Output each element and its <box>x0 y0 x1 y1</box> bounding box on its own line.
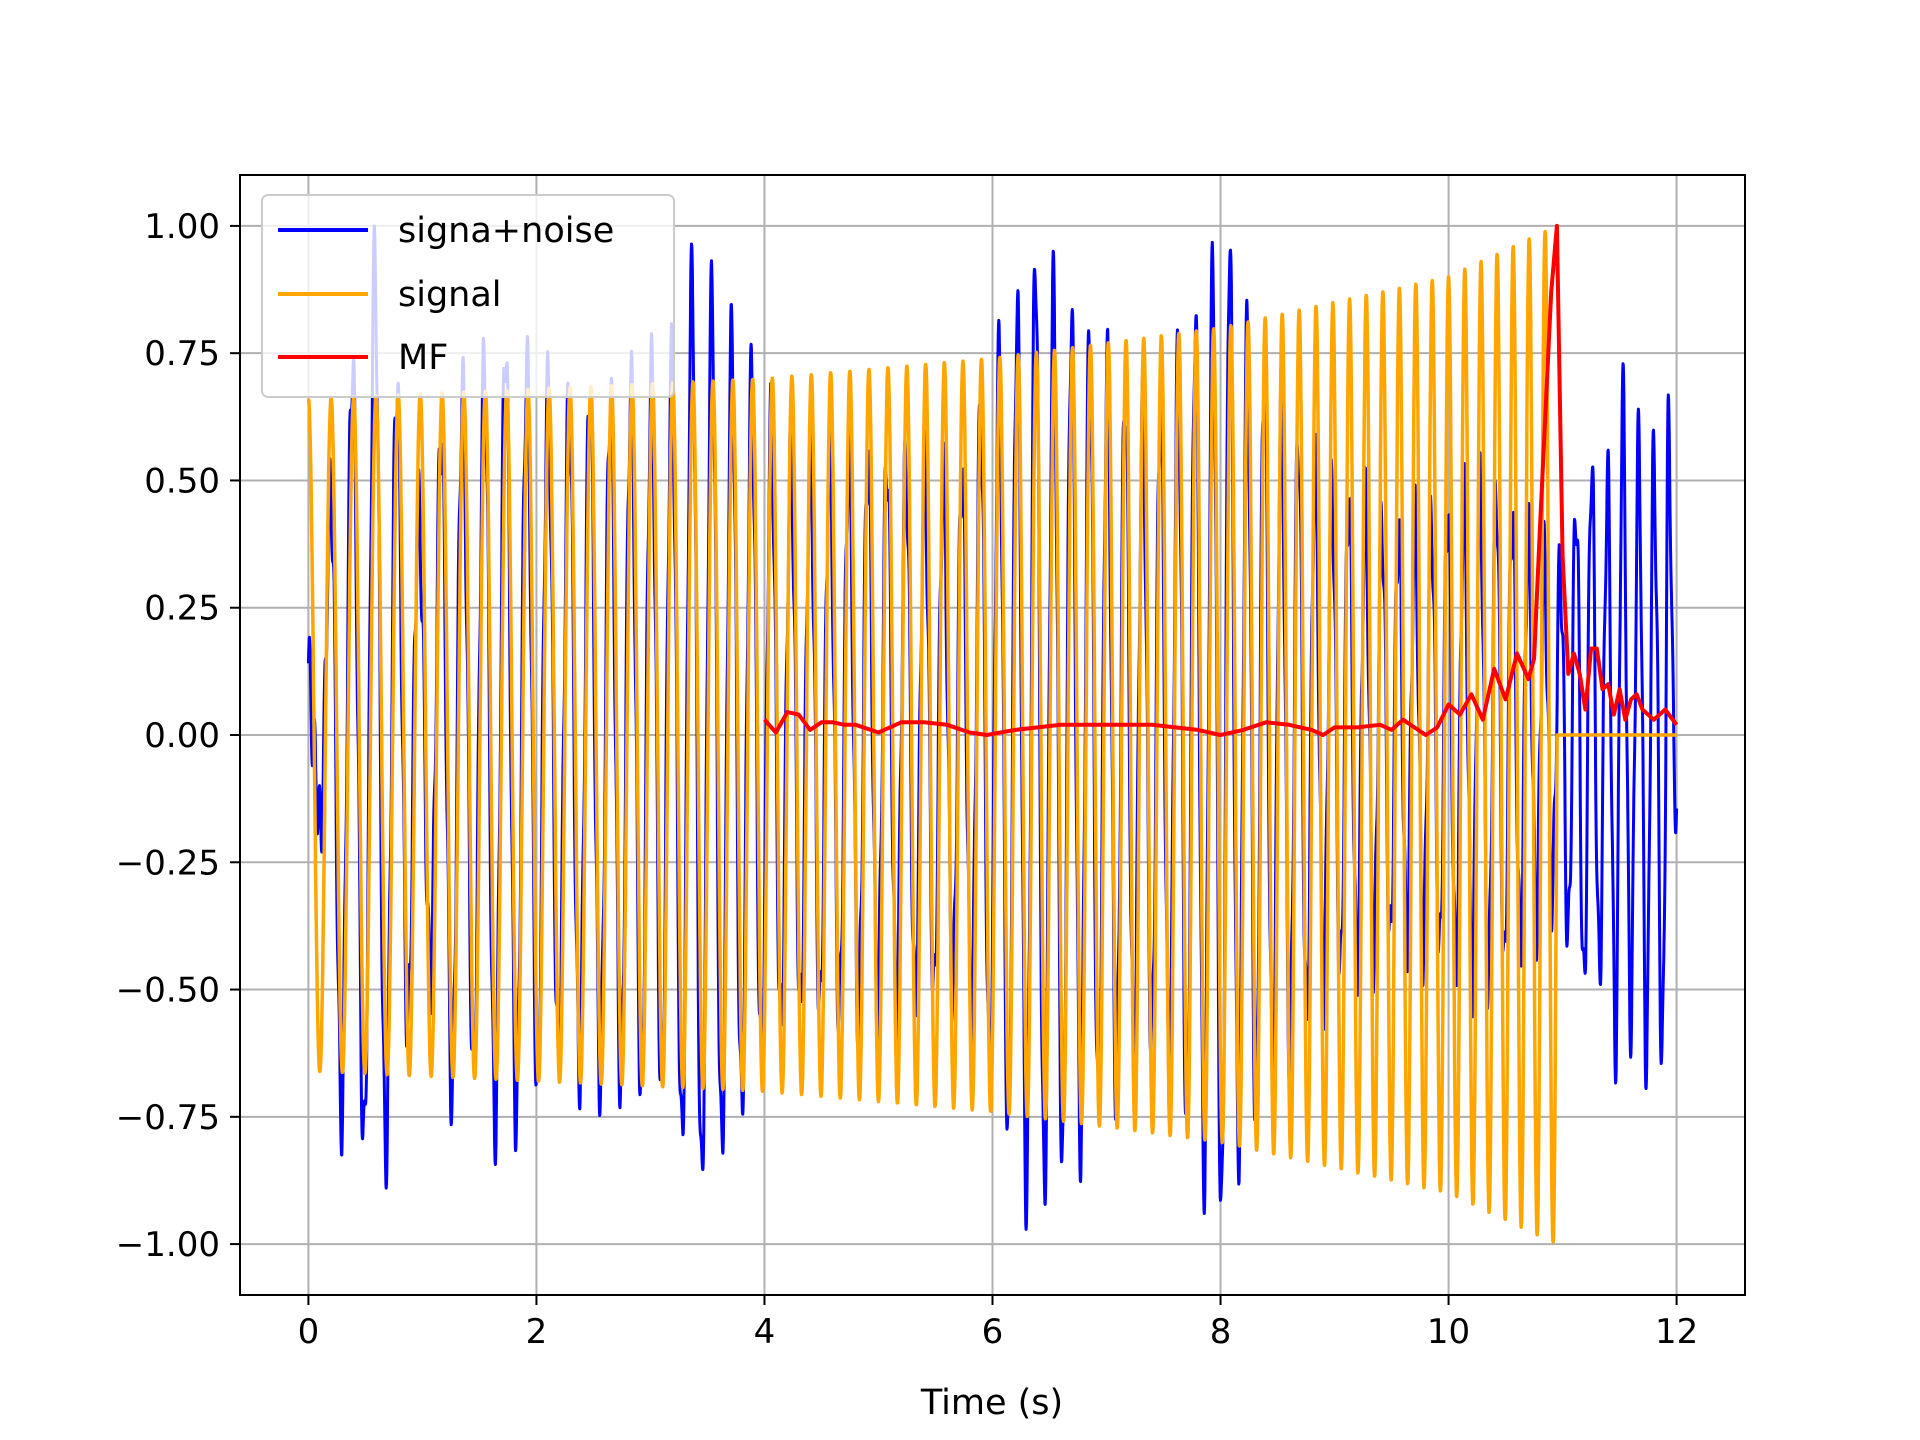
y-tick-label: −0.50 <box>116 971 220 1011</box>
y-tick-label: 0.00 <box>144 716 220 756</box>
plot-area <box>306 223 1679 1244</box>
legend: signa+noise signal MF <box>261 194 675 398</box>
ticks: 0 2 4 6 8 10 12 1.00 0.75 0.50 0.25 0.00 −0.25 −0.50 −… <box>116 207 1698 1352</box>
x-tick-label: 2 <box>526 1312 548 1352</box>
y-tick-label: −1.00 <box>116 1225 220 1265</box>
legend-label-signa-noise: signa+noise <box>398 211 614 251</box>
x-tick-label: 0 <box>298 1312 320 1352</box>
y-tick-label: −0.25 <box>116 843 220 883</box>
legend-box <box>261 194 675 398</box>
y-tick-label: −0.75 <box>116 1098 220 1138</box>
x-tick-label: 6 <box>982 1312 1004 1352</box>
x-tick-label: 4 <box>754 1312 776 1352</box>
y-tick-label: 0.25 <box>144 589 220 629</box>
legend-label-mf: MF <box>398 338 448 378</box>
y-tick-label: 0.50 <box>144 461 220 501</box>
x-axis-label: Time (s) <box>920 1383 1063 1423</box>
series-line-mf <box>763 223 1679 737</box>
x-tick-label: 12 <box>1655 1312 1698 1352</box>
y-tick-label: 1.00 <box>144 207 220 247</box>
x-tick-label: 10 <box>1427 1312 1470 1352</box>
x-tick-label: 8 <box>1210 1312 1232 1352</box>
legend-label-signal: signal <box>398 275 502 315</box>
series-line-signal <box>306 229 1679 1244</box>
y-tick-label: 0.75 <box>144 334 220 374</box>
